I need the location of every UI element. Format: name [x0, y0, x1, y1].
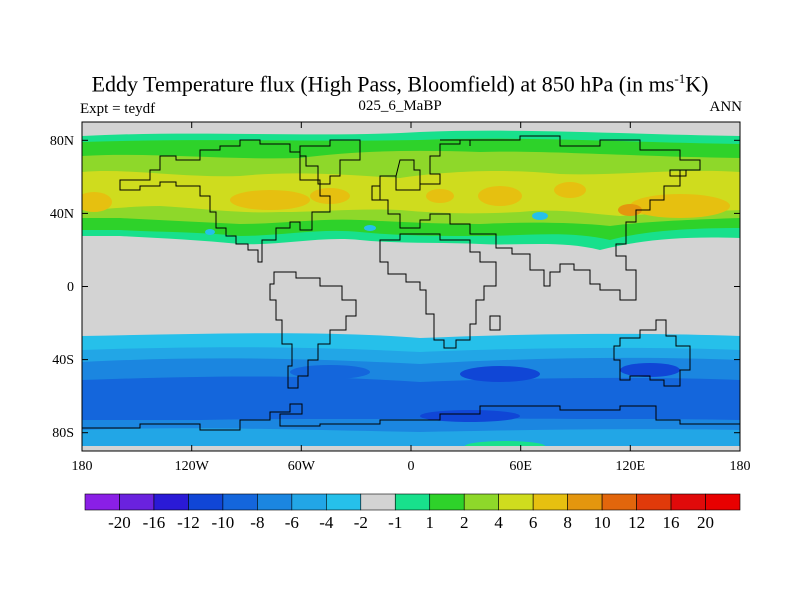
experiment-label: Expt = teydf: [80, 101, 156, 117]
colorbar-swatch: [119, 493, 155, 511]
x-tick-label: 180: [730, 459, 751, 474]
colorbar-label: -16: [143, 513, 166, 532]
colorbar-swatch: [153, 493, 189, 511]
colorbar-label: 10: [594, 513, 611, 532]
axis-ticks: [81, 122, 741, 451]
x-tick-label: 60W: [288, 459, 316, 474]
colorbar-label: 2: [460, 513, 469, 532]
colorbar-swatch: [567, 493, 603, 511]
case-label: 025_6_MaBP: [358, 98, 442, 114]
colorbar-swatch: [636, 493, 672, 511]
colorbar-swatch: [532, 493, 568, 511]
colorbar-swatch: [670, 493, 706, 511]
colorbar-label: 12: [628, 513, 645, 532]
season-label: ANN: [709, 99, 743, 115]
colorbar-swatch: [222, 493, 258, 511]
colorbar-label: 1: [425, 513, 434, 532]
colorbar-swatch: [360, 493, 396, 511]
coastlines: [82, 135, 740, 431]
colorbar-swatch: [188, 493, 224, 511]
colorbar-label: 6: [529, 513, 538, 532]
colorbar-swatch: [84, 493, 120, 511]
y-tick-label: 0: [67, 280, 74, 295]
colorbar-swatch: [705, 493, 741, 511]
y-tick-label: 80S: [52, 426, 74, 441]
colorbar-label: 4: [494, 513, 503, 532]
colorbar-label: 16: [663, 513, 680, 532]
y-tick-label: 40N: [50, 207, 74, 222]
colorbar-label: -4: [319, 513, 334, 532]
x-tick-label: 120E: [616, 459, 646, 474]
colorbar-swatch: [463, 493, 499, 511]
colorbar-swatch: [429, 493, 465, 511]
x-tick-label: 120W: [175, 459, 210, 474]
colorbar-labels: -20 -16 -12 -10 -8 -6 -4 -2 -1 1 2 4 6 8 10 12 16 20: [108, 513, 714, 532]
colorbar-label: -10: [212, 513, 235, 532]
colorbar-label: -12: [177, 513, 200, 532]
x-tick-label: 180: [72, 459, 93, 474]
y-tick-label: 80N: [50, 134, 74, 149]
chart-title: Eddy Temperature flux (High Pass, Bloomf…: [91, 71, 709, 97]
colorbar-swatch: [601, 493, 637, 511]
colorbar-swatch: [326, 493, 362, 511]
colorbar-label: -6: [285, 513, 299, 532]
colorbar-label: -2: [354, 513, 368, 532]
heatmap-field: [82, 122, 740, 451]
colorbar-swatch: [394, 493, 431, 511]
colorbar-label: -1: [388, 513, 402, 532]
colorbar-label: 8: [563, 513, 572, 532]
colorbar-swatch: [291, 493, 327, 511]
colorbar-label: 20: [697, 513, 714, 532]
y-tick-label: 40S: [52, 353, 74, 368]
colorbar-swatch: [257, 493, 293, 511]
x-tick-label: 0: [408, 459, 415, 474]
x-tick-label: 60E: [509, 459, 532, 474]
colorbar-swatch: [498, 493, 534, 511]
colorbar-label: -20: [108, 513, 131, 532]
colorbar-label: -8: [250, 513, 264, 532]
colorbar: [84, 493, 741, 511]
